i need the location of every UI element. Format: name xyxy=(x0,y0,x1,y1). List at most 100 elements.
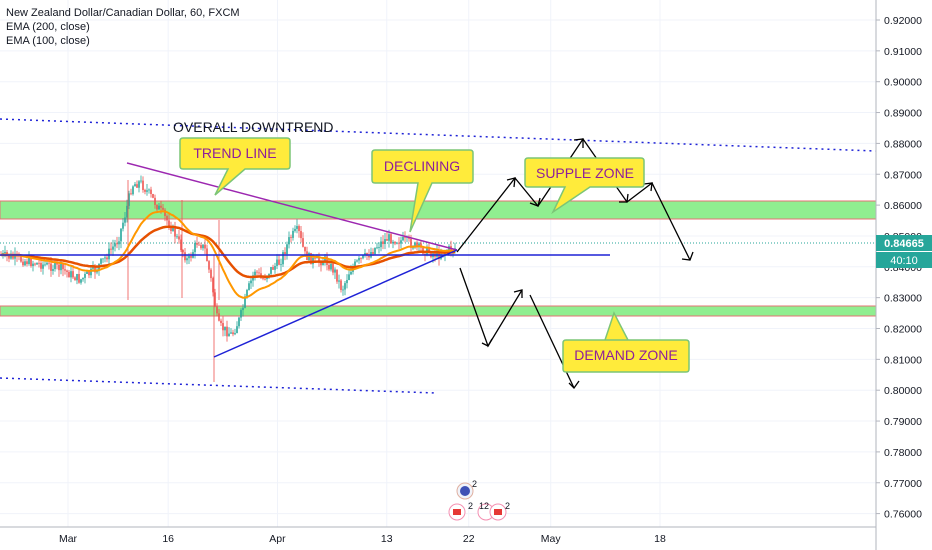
candle-body xyxy=(80,279,82,283)
candle-body xyxy=(110,248,112,250)
candle-body xyxy=(414,242,416,248)
candle-body xyxy=(210,269,212,279)
candle-body xyxy=(396,242,398,244)
candle-body xyxy=(118,241,120,245)
candle-body xyxy=(282,252,284,265)
candle-body xyxy=(212,278,214,293)
candle-body xyxy=(232,332,234,335)
ema-100-legend[interactable]: EMA (100, close) xyxy=(6,35,90,47)
price-tick-label: 0.91000 xyxy=(884,46,922,58)
candle-body xyxy=(410,238,412,248)
event-badges[interactable]: 2 2 12 2 xyxy=(448,479,510,521)
candle-body xyxy=(292,230,294,238)
candle-body xyxy=(112,246,114,250)
candle-body xyxy=(328,264,330,270)
candle-body xyxy=(190,256,192,258)
candle-body xyxy=(114,243,116,247)
candle-body xyxy=(334,269,336,273)
demand-zone-label: DEMAND ZONE xyxy=(574,347,677,363)
candle-body xyxy=(288,237,290,245)
candle-body xyxy=(184,252,186,261)
price-axis[interactable]: 0.92000 0.91000 0.90000 0.89000 0.88000 0.870… xyxy=(876,15,922,521)
candle-body xyxy=(142,180,144,190)
candle-body xyxy=(186,258,188,261)
demand-zone-callout: DEMAND ZONE xyxy=(562,311,690,373)
candle-body xyxy=(74,277,76,281)
candle-body xyxy=(38,262,40,264)
candle-body xyxy=(302,238,304,247)
time-tick-label: Apr xyxy=(269,533,286,545)
symbol-title[interactable]: New Zealand Dollar/Canadian Dollar, 60, … xyxy=(6,7,240,19)
candle-body xyxy=(404,236,406,238)
price-tick-label: 0.86000 xyxy=(884,200,922,212)
candle-body xyxy=(182,250,184,253)
candle-body xyxy=(234,333,236,335)
candle-body xyxy=(86,271,88,274)
candle-body xyxy=(70,271,72,278)
candle-body xyxy=(388,234,390,241)
candle-body xyxy=(152,194,154,198)
time-tick-label: 18 xyxy=(654,533,666,545)
bullish-projection-path xyxy=(456,137,691,261)
candle-body xyxy=(256,271,258,273)
last-price-tag: 0.84665 40:10 xyxy=(876,235,932,268)
time-axis[interactable]: Mar 16 Apr 13 22 May 18 xyxy=(59,533,666,545)
price-tick-label: 0.77000 xyxy=(884,478,922,490)
time-tick-label: 22 xyxy=(463,533,475,545)
ema-200-legend[interactable]: EMA (200, close) xyxy=(6,21,90,33)
candle-body xyxy=(44,264,46,266)
candle-body xyxy=(246,289,248,297)
candle-body xyxy=(336,269,338,282)
candle-body xyxy=(196,243,198,245)
candle-body xyxy=(162,207,164,210)
ema-200-line xyxy=(0,225,456,279)
candle-body xyxy=(386,239,388,241)
candle-body xyxy=(296,226,298,229)
candle-body xyxy=(104,257,106,259)
candle-body xyxy=(276,259,278,266)
candle-body xyxy=(36,262,38,265)
candle-body xyxy=(180,239,182,251)
candle-body xyxy=(12,254,14,259)
candle-body xyxy=(382,241,384,245)
declining-label: DECLINING xyxy=(384,158,460,174)
candle-body xyxy=(172,225,174,231)
upper-trend-line xyxy=(126,162,458,251)
candle-body xyxy=(174,225,176,237)
candle-body xyxy=(418,243,420,247)
candle-body xyxy=(66,270,68,272)
candle-body xyxy=(262,278,264,279)
candle-body xyxy=(258,272,260,274)
candle-body xyxy=(200,245,202,249)
candle-body xyxy=(34,263,36,265)
candle-body xyxy=(214,292,216,307)
candle-body xyxy=(178,236,180,240)
candle-body xyxy=(244,296,246,308)
candle-body xyxy=(236,326,238,334)
candle-body xyxy=(392,241,394,244)
candle-body xyxy=(224,326,226,331)
candle-body xyxy=(354,261,356,267)
candle-body xyxy=(368,255,370,258)
candle-body xyxy=(340,280,342,291)
candle-body xyxy=(108,248,110,260)
candle-body xyxy=(402,236,404,241)
candle-body xyxy=(324,256,326,263)
candle-body xyxy=(166,215,168,221)
candle-body xyxy=(148,189,150,191)
price-candles xyxy=(0,175,456,382)
candle-body xyxy=(128,193,130,206)
candle-body xyxy=(208,261,210,270)
candle-body xyxy=(156,204,158,210)
candle-body xyxy=(348,274,350,281)
candle-body xyxy=(204,244,206,249)
candle-body xyxy=(240,310,242,318)
candle-body xyxy=(242,307,244,311)
time-tick-label: Mar xyxy=(59,533,78,545)
candle-body xyxy=(100,258,102,264)
candle-body xyxy=(54,262,56,270)
trend-line-label: TREND LINE xyxy=(193,145,276,161)
candle-body xyxy=(116,243,118,245)
candle-body xyxy=(188,256,190,259)
